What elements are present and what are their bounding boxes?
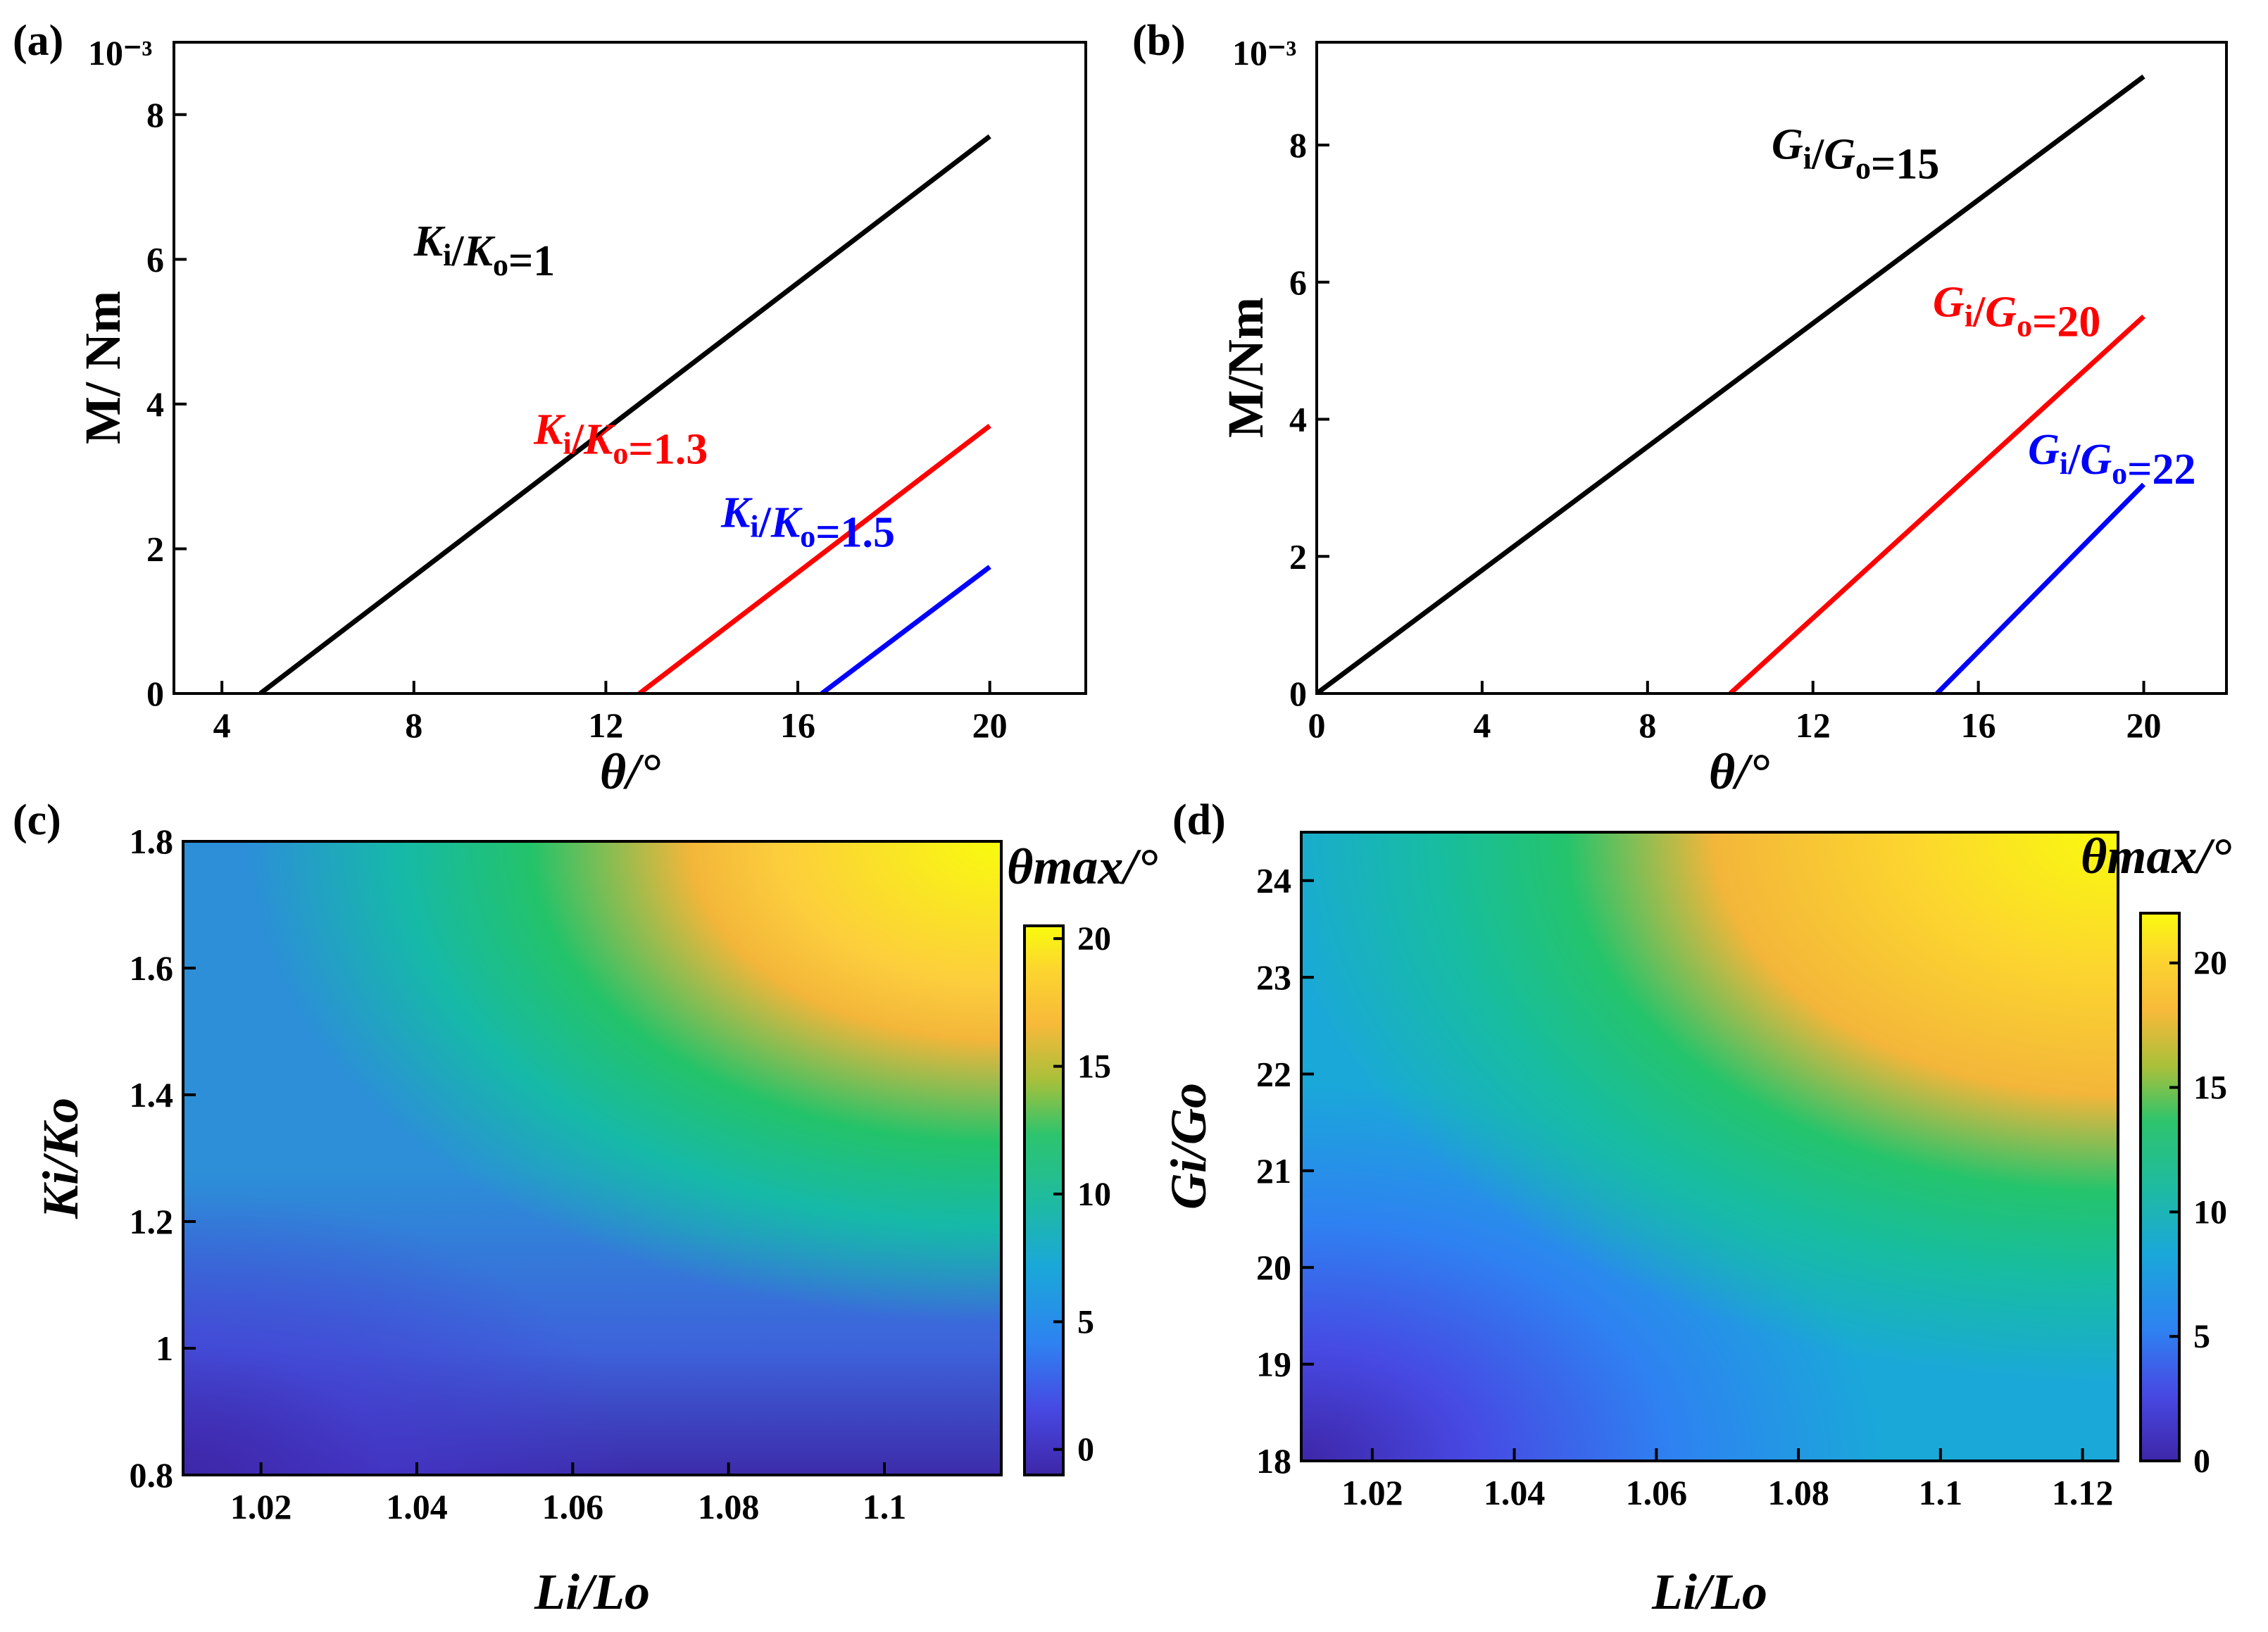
chart-b: 10⁻³ 0 4 8 12 16 20 0 2 4 6 8 θ/° M/Nm Gi/Go=15 Gi/… xyxy=(1217,33,2228,800)
y-tick-label: 2 xyxy=(1289,536,1307,576)
x-tick-label: 12 xyxy=(1796,705,1831,745)
y-tick-label: 23 xyxy=(1256,958,1291,997)
colorbar-c xyxy=(1025,926,1063,1475)
series-annotation-2: Ki/Ko=1.5 xyxy=(720,489,895,557)
colorbar-label-d: θmax/° xyxy=(2081,828,2231,884)
x-tick-label: 1.04 xyxy=(1484,1473,1546,1512)
series-annotation-2: Gi/Go=22 xyxy=(2028,426,2195,494)
y-tick-label: 2 xyxy=(146,529,164,568)
x-tick-label: 1.02 xyxy=(230,1487,292,1526)
colorbar-tick-label: 0 xyxy=(1077,1431,1094,1469)
x-tick-label: 8 xyxy=(405,705,422,745)
panel-label-c: (c) xyxy=(13,796,61,844)
colorbar-d xyxy=(2141,913,2179,1461)
chart-c: 1.02 1.04 1.06 1.08 1.1 0.8 1 1.2 1.4 1.6 1.8 Li/L… xyxy=(32,822,1158,1620)
x-tick-label: 4 xyxy=(213,705,231,745)
plot-frame-c xyxy=(182,840,1003,1476)
y-tick-label: 21 xyxy=(1256,1151,1291,1191)
colorbar-tick-label: 5 xyxy=(1077,1303,1094,1341)
y-tick-label: 6 xyxy=(1289,263,1307,302)
y-tick-label: 1.2 xyxy=(130,1202,174,1241)
x-axis-label-c: Li/Lo xyxy=(534,1564,650,1620)
series-line-1 xyxy=(1728,314,2145,693)
plot-frame-a xyxy=(173,41,1087,695)
colorbar-tick-label: 15 xyxy=(2193,1069,2227,1107)
x-tick-label: 8 xyxy=(1639,705,1656,745)
series-line-1 xyxy=(638,423,991,693)
heatmap-c xyxy=(183,841,1001,1475)
panel-label-a: (a) xyxy=(13,17,63,65)
colorbar-tick-label: 20 xyxy=(2193,945,2227,982)
colorbar-frame-c xyxy=(1023,924,1065,1476)
x-tick-label: 1.02 xyxy=(1341,1473,1403,1512)
series-line-0 xyxy=(258,134,991,693)
panel-label-d: (d) xyxy=(1172,796,1226,844)
colorbar-tick-label: 5 xyxy=(2193,1318,2210,1355)
y-tick-label: 1 xyxy=(156,1329,173,1368)
y-tick-label: 6 xyxy=(146,239,164,279)
x-tick-label: 0 xyxy=(1308,705,1326,745)
y-tick-label: 22 xyxy=(1256,1054,1291,1093)
plot-frame-b xyxy=(1315,41,2228,695)
x-tick-label: 1.06 xyxy=(1626,1473,1688,1512)
x-tick-label: 20 xyxy=(972,705,1008,745)
colorbar-frame-d xyxy=(2139,912,2181,1462)
y-tick-label: 0 xyxy=(146,674,164,713)
x-tick-label: 1.08 xyxy=(698,1487,760,1526)
x-tick-label: 1.04 xyxy=(386,1487,448,1526)
y-tick-label: 4 xyxy=(146,384,164,424)
y-tick-label: 0.8 xyxy=(130,1455,174,1495)
x-tick-label: 1.12 xyxy=(2052,1473,2114,1512)
colorbar-tick-label: 10 xyxy=(1077,1176,1111,1213)
chart-d: 1.02 1.04 1.06 1.08 1.1 1.12 18 19 20 21 22 23 24 Li… xyxy=(1160,828,2231,1620)
x-axis-label-d: Li/Lo xyxy=(1651,1564,1767,1620)
chart-a: 10⁻³ 4 8 12 16 20 0 2 4 6 8 θ/° M/ Nm Ki/Ko=1 Ki/K… xyxy=(75,33,1087,800)
x-axis-label-b: θ/° xyxy=(1709,743,1769,800)
y-tick-label: 4 xyxy=(1289,400,1307,439)
x-tick-label: 1.1 xyxy=(863,1487,907,1526)
colorbar-label-c: θmax/° xyxy=(1007,839,1158,895)
x-tick-label: 1.06 xyxy=(542,1487,604,1526)
x-tick-label: 16 xyxy=(780,705,815,745)
y-scale-label-b: 10⁻³ xyxy=(1232,33,1296,73)
colorbar-tick-label: 15 xyxy=(1077,1048,1111,1086)
series-annotation-1: Ki/Ko=1.3 xyxy=(533,406,708,473)
x-tick-label: 1.08 xyxy=(1767,1473,1829,1512)
y-tick-label: 24 xyxy=(1256,861,1291,900)
x-tick-label: 20 xyxy=(2126,705,2162,745)
y-tick-label: 1.4 xyxy=(130,1075,174,1115)
y-axis-label-d: Gi/Go xyxy=(1160,1083,1217,1210)
x-axis-label-a: θ/° xyxy=(600,743,660,800)
y-tick-label: 19 xyxy=(1256,1345,1291,1384)
y-tick-label: 8 xyxy=(1289,125,1307,165)
plot-frame-d xyxy=(1300,831,2119,1462)
panel-label-b: (b) xyxy=(1132,17,1186,65)
y-axis-label-c: Ki/Ko xyxy=(32,1098,89,1219)
x-tick-label: 4 xyxy=(1473,705,1491,745)
x-tick-label: 1.1 xyxy=(1919,1473,1963,1512)
series-annotation-0: Ki/Ko=1 xyxy=(413,218,556,285)
colorbar-tick-label: 10 xyxy=(2193,1193,2227,1231)
heatmap-d xyxy=(1301,832,2118,1461)
y-tick-label: 20 xyxy=(1256,1248,1291,1287)
y-tick-label: 18 xyxy=(1256,1441,1291,1481)
x-tick-label: 16 xyxy=(1961,705,1996,745)
y-tick-label: 8 xyxy=(146,95,164,134)
series-line-2 xyxy=(1935,482,2146,693)
series-line-0 xyxy=(1317,74,2145,693)
series-annotation-0: Gi/Go=15 xyxy=(1772,121,1939,189)
y-tick-label: 1.8 xyxy=(130,822,174,861)
y-scale-label-a: 10⁻³ xyxy=(88,33,152,73)
y-axis-label-b: M/Nm xyxy=(1217,297,1274,438)
y-tick-label: 0 xyxy=(1289,674,1307,713)
series-line-2 xyxy=(820,565,991,693)
x-tick-label: 12 xyxy=(588,705,623,745)
colorbar-tick-label: 20 xyxy=(1077,920,1111,958)
colorbar-tick-label: 0 xyxy=(2193,1443,2210,1480)
y-axis-label-a: M/ Nm xyxy=(75,291,131,444)
series-annotation-1: Gi/Go=20 xyxy=(1933,278,2100,346)
y-tick-label: 1.6 xyxy=(130,948,174,988)
